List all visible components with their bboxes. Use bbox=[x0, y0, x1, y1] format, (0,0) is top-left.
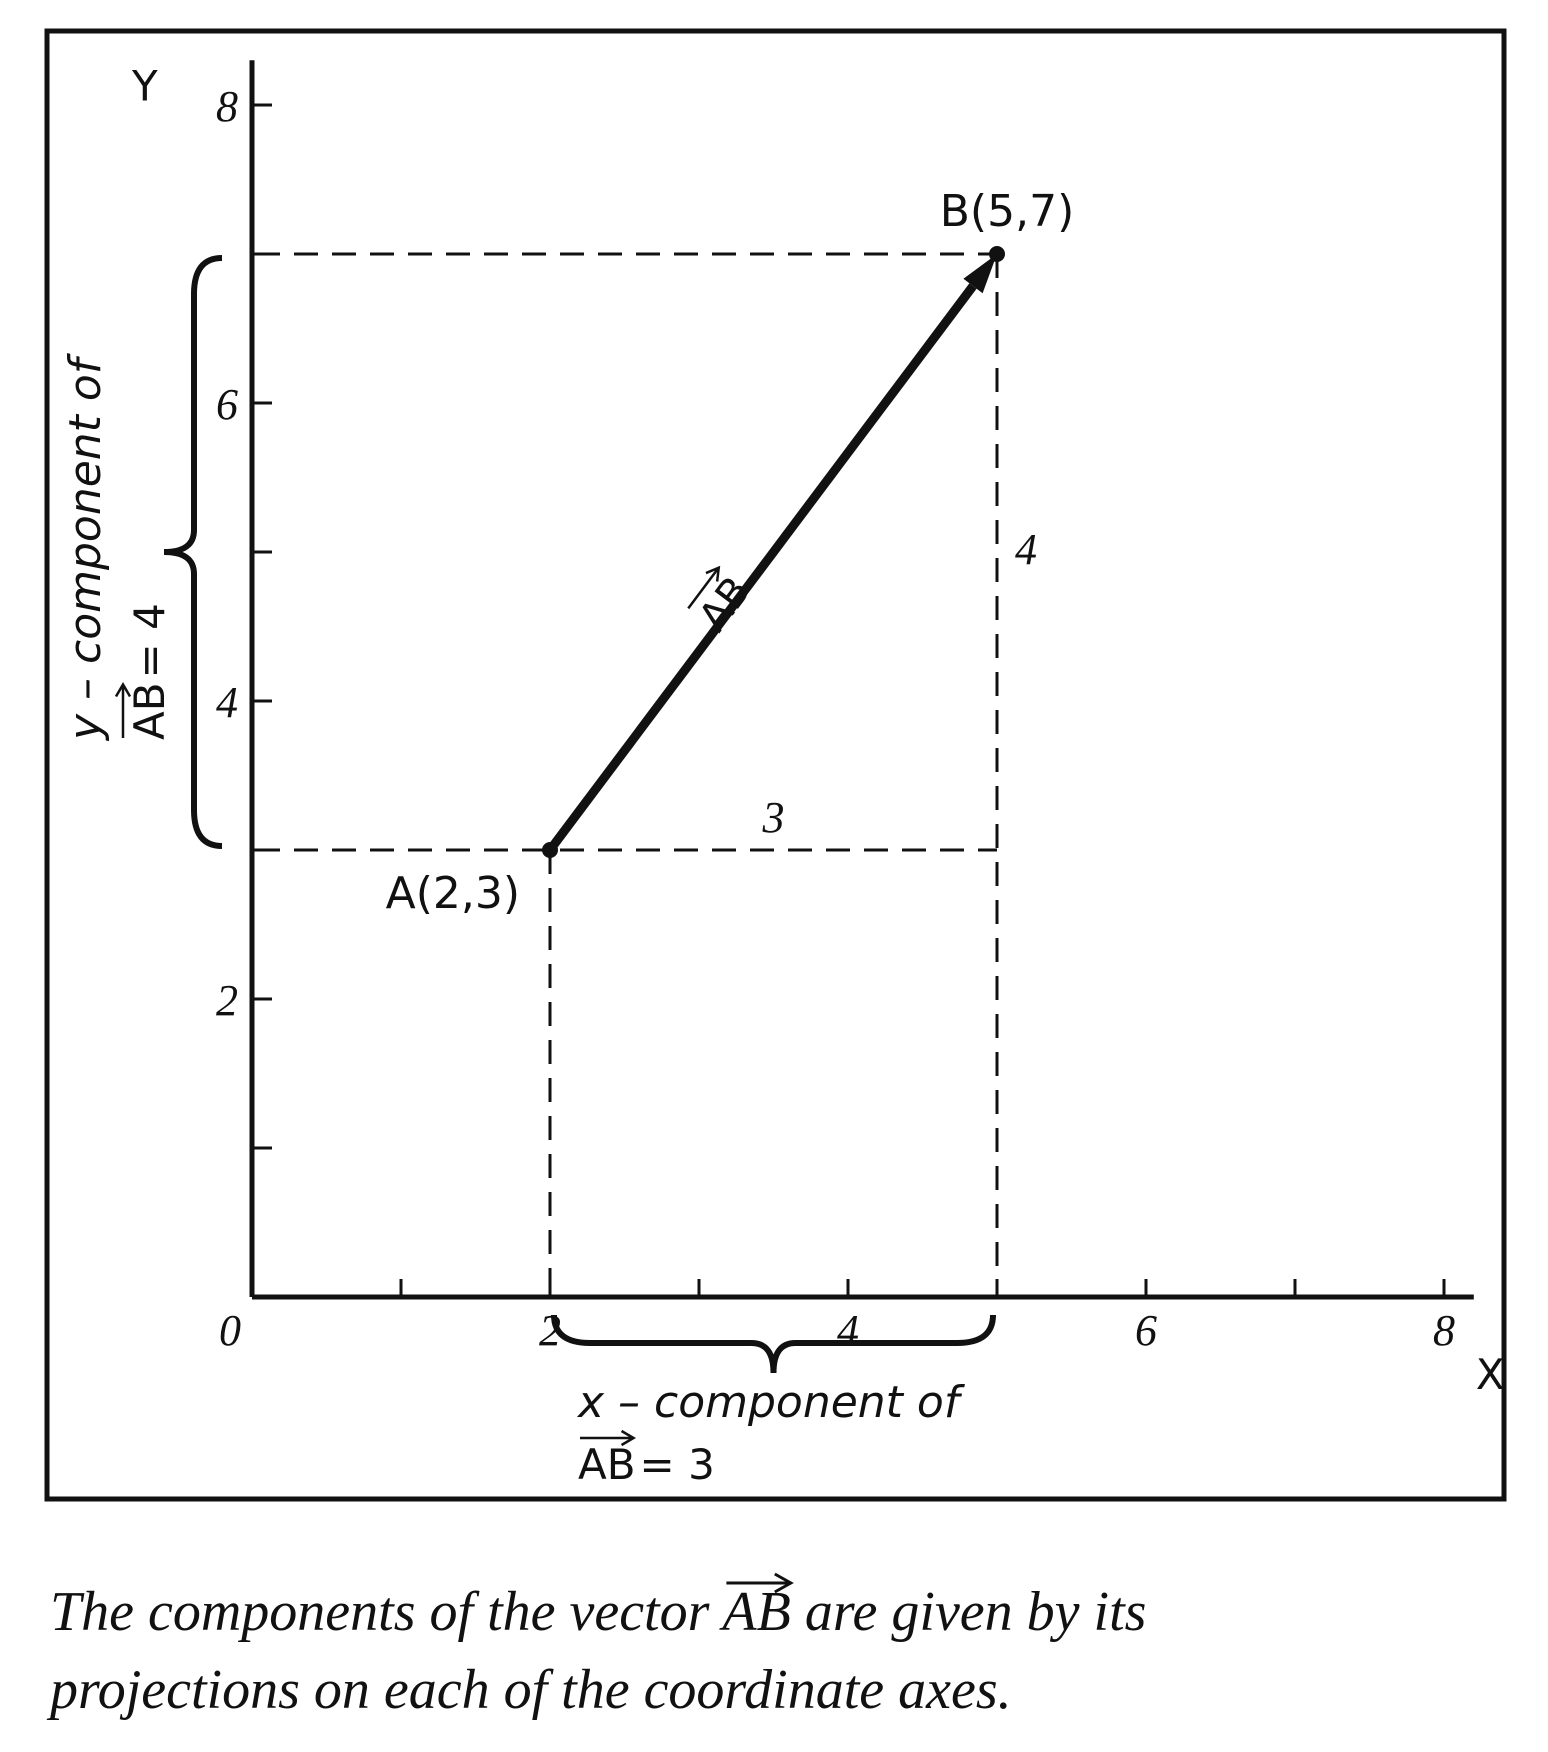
x-tick-label: 8 bbox=[1433, 1306, 1455, 1355]
x-tick-label: 0 bbox=[219, 1306, 241, 1355]
x-component-value: 3 bbox=[762, 793, 785, 842]
frame bbox=[44, 28, 1507, 1502]
caption-text: The components of the vector bbox=[50, 1581, 722, 1643]
y-tick-label: 4 bbox=[216, 678, 238, 727]
vector-head bbox=[963, 254, 997, 294]
vector-arrow bbox=[580, 1429, 637, 1447]
point bbox=[989, 246, 1005, 262]
y-tick-label: 2 bbox=[216, 976, 238, 1025]
y-component-equals: = 4 bbox=[125, 603, 174, 678]
x-component-title: x – component of bbox=[576, 1377, 966, 1428]
x-component-vector: AB bbox=[578, 1440, 636, 1489]
y-component-value: 4 bbox=[1015, 525, 1037, 574]
y-tick-label: 8 bbox=[216, 82, 238, 131]
point-label: A(2,3) bbox=[386, 868, 520, 919]
y-component-vector: AB bbox=[125, 682, 174, 740]
x-tick-label: 6 bbox=[1135, 1306, 1157, 1355]
y-axis-label: Y bbox=[131, 61, 158, 110]
x-brace bbox=[551, 1314, 996, 1374]
x-component-equals: = 3 bbox=[640, 1440, 715, 1489]
caption-line: The components of the vector AB are give… bbox=[50, 1581, 1146, 1643]
caption-line: projections on each of the coordinate ax… bbox=[46, 1659, 1012, 1721]
y-component-label: y – component of AB= 4 bbox=[60, 352, 174, 742]
vector-name: AB bbox=[687, 565, 760, 640]
point-label: B(5,7) bbox=[940, 186, 1075, 237]
vector-arrow bbox=[114, 681, 132, 738]
point bbox=[542, 842, 558, 858]
x-axis-label: X bbox=[1476, 1350, 1505, 1399]
y-component-title: y – component of bbox=[60, 352, 111, 742]
vector-arrow bbox=[726, 1572, 794, 1594]
vector bbox=[546, 283, 977, 853]
x-tick-label: 4 bbox=[837, 1306, 859, 1355]
vector-arrow bbox=[687, 565, 721, 610]
y-brace bbox=[163, 255, 223, 849]
y-tick-label: 6 bbox=[216, 380, 238, 429]
caption-text: are given by its bbox=[791, 1581, 1147, 1643]
